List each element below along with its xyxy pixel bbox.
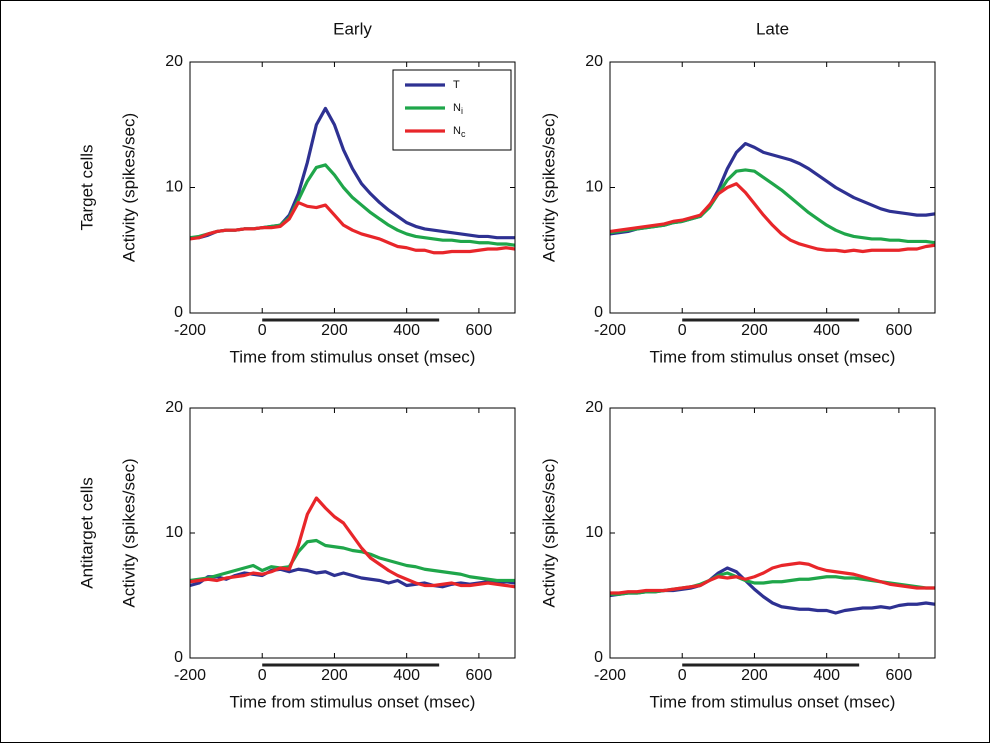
y-tick-label: 0 <box>174 649 183 666</box>
x-tick-label: 200 <box>741 322 768 339</box>
x-tick-label: 0 <box>258 667 267 684</box>
x-tick-label: -200 <box>174 322 206 339</box>
legend-label: Nc <box>453 125 466 139</box>
x-axis-label: Time from stimulus onset (msec) <box>650 692 896 711</box>
y-tick-label: 0 <box>174 304 183 321</box>
y-axis-label: Activity (spikes/sec) <box>539 458 558 607</box>
x-tick-label: 0 <box>678 667 687 684</box>
panel-title: Late <box>756 19 789 38</box>
x-tick-label: -200 <box>174 667 206 684</box>
y-axis-label: Activity (spikes/sec) <box>119 113 138 262</box>
data-line <box>190 567 515 589</box>
y-tick-label: 10 <box>165 524 183 541</box>
y-tick-label: 10 <box>585 524 603 541</box>
y-axis-label: Activity (spikes/sec) <box>539 113 558 262</box>
y-tick-label: 0 <box>594 304 603 321</box>
x-tick-label: 400 <box>813 322 840 339</box>
x-tick-label: -200 <box>594 322 626 339</box>
data-line <box>190 496 515 589</box>
x-axis-label: Time from stimulus onset (msec) <box>230 692 476 711</box>
legend-label: T <box>453 79 460 91</box>
y-tick-label: 20 <box>585 53 603 70</box>
x-tick-label: 400 <box>393 667 420 684</box>
data-line <box>610 561 935 595</box>
x-tick-label: -200 <box>594 667 626 684</box>
y-axis-label: Activity (spikes/sec) <box>119 458 138 607</box>
x-tick-label: 600 <box>886 667 913 684</box>
y-tick-label: 20 <box>585 399 603 416</box>
y-tick-label: 20 <box>165 53 183 70</box>
data-line <box>190 200 515 255</box>
x-axis-label: Time from stimulus onset (msec) <box>650 347 896 366</box>
x-axis-label: Time from stimulus onset (msec) <box>230 347 476 366</box>
x-tick-label: 400 <box>813 667 840 684</box>
x-tick-label: 600 <box>466 667 493 684</box>
x-tick-label: 400 <box>393 322 420 339</box>
row-label: Antitarget cells <box>77 477 96 589</box>
data-line <box>190 538 515 583</box>
x-tick-label: 0 <box>678 322 687 339</box>
x-tick-label: 200 <box>321 322 348 339</box>
x-tick-label: 200 <box>321 667 348 684</box>
panel-title: Early <box>333 19 372 38</box>
x-tick-label: 600 <box>886 322 913 339</box>
data-line <box>610 182 935 254</box>
y-tick-label: 10 <box>165 179 183 196</box>
y-tick-label: 20 <box>165 399 183 416</box>
x-tick-label: 0 <box>258 322 267 339</box>
y-tick-label: 10 <box>585 179 603 196</box>
y-tick-label: 0 <box>594 649 603 666</box>
x-tick-label: 200 <box>741 667 768 684</box>
row-label: Target cells <box>77 145 96 231</box>
legend-label: Ni <box>453 102 463 116</box>
legend-box <box>392 69 512 151</box>
x-tick-label: 600 <box>466 322 493 339</box>
